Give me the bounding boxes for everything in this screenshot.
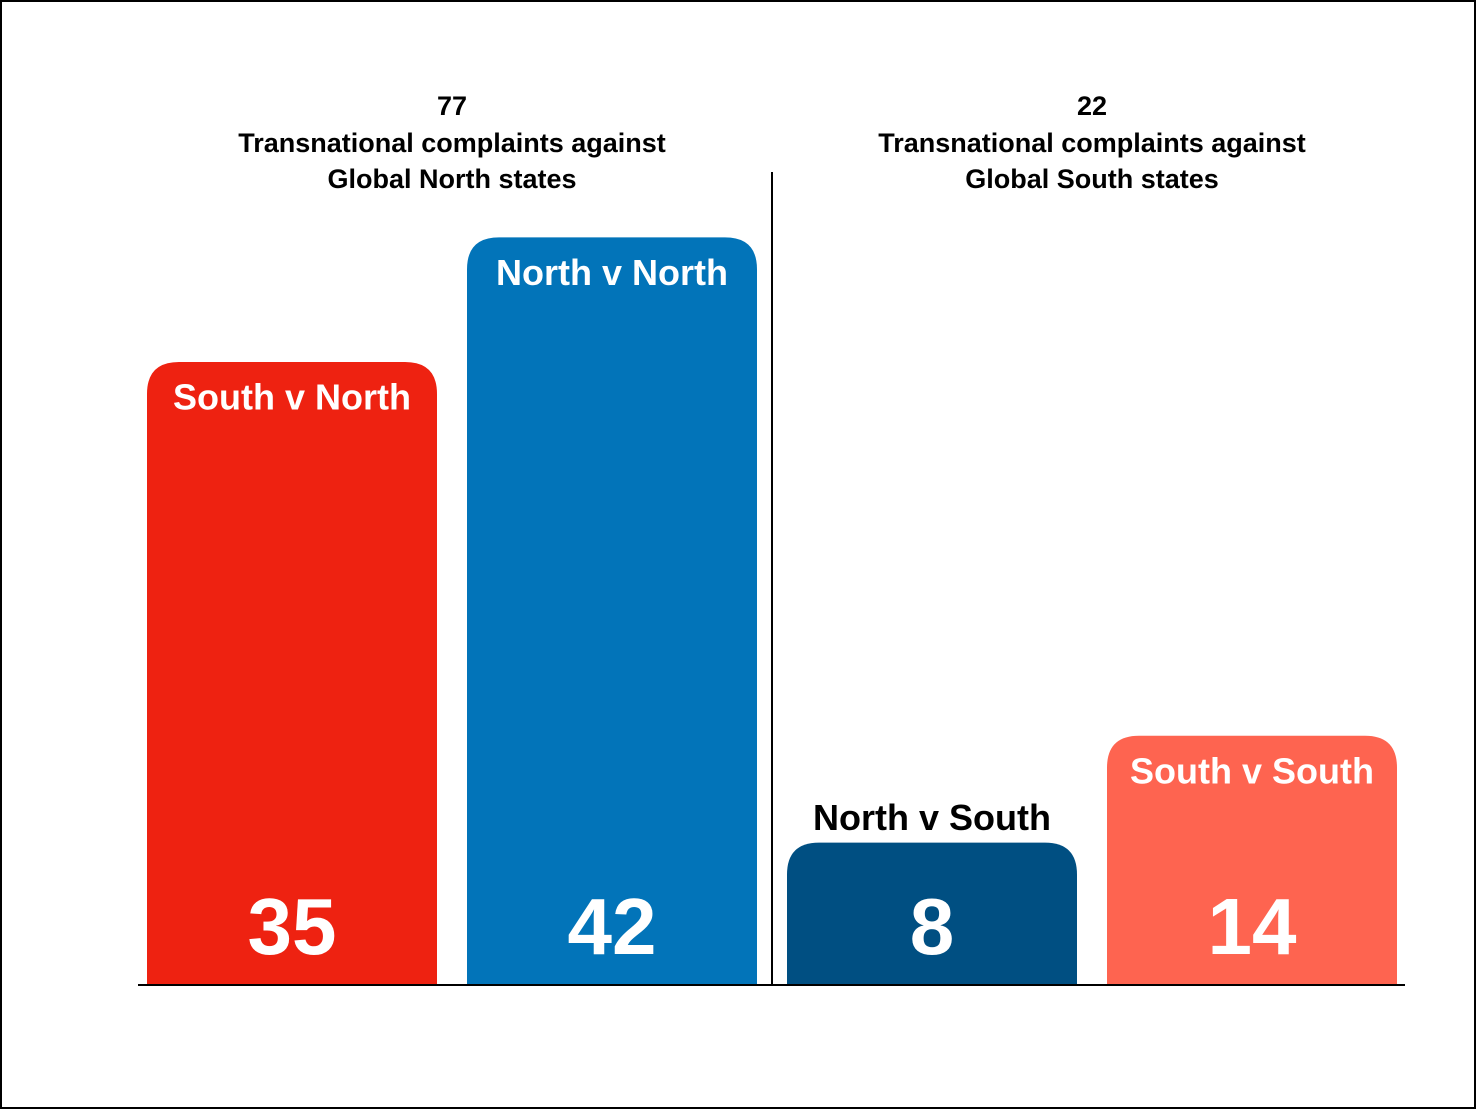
- group-title: Global South states: [965, 164, 1219, 194]
- value-label: 14: [1208, 882, 1297, 971]
- bar: [1107, 735, 1397, 985]
- value-label: 42: [568, 882, 657, 971]
- value-label: 35: [248, 882, 337, 971]
- group-title: Global North states: [327, 164, 576, 194]
- group-total: 22: [1077, 91, 1107, 121]
- category-label: North v South: [813, 797, 1051, 838]
- bar: [147, 362, 437, 985]
- group-total: 77: [437, 91, 467, 121]
- bar: [787, 842, 1077, 985]
- category-label: South v South: [1130, 750, 1374, 791]
- group-title: Transnational complaints against: [878, 128, 1306, 158]
- group-title: Transnational complaints against: [238, 128, 666, 158]
- value-label: 8: [910, 882, 955, 971]
- bar: [467, 237, 757, 985]
- category-label: North v North: [496, 252, 728, 293]
- category-label: South v North: [173, 377, 411, 418]
